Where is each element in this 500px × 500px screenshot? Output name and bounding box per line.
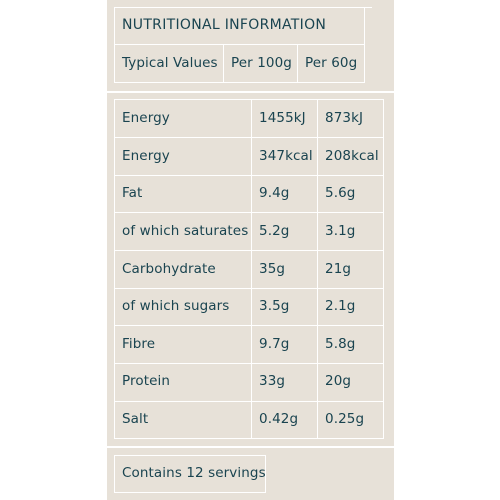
nutrient-label: Energy — [122, 110, 170, 126]
nutrient-label: Fat — [122, 185, 143, 201]
value-per-60g: 2.1g — [325, 298, 356, 314]
value-per-60g: 3.1g — [325, 223, 356, 239]
section-divider — [107, 446, 394, 448]
col-header-per-100g: Per 100g — [231, 55, 292, 71]
value-per-60g: 21g — [325, 261, 352, 277]
value-per-100g: 5.2g — [259, 223, 290, 239]
nutrient-label: of which saturates — [122, 223, 249, 239]
value-per-60g: 873kJ — [325, 110, 364, 126]
value-per-100g: 9.7g — [259, 336, 290, 352]
value-per-100g: 33g — [259, 373, 286, 389]
nutrient-label: Fibre — [122, 336, 156, 352]
value-per-100g: 0.42g — [259, 411, 299, 427]
value-per-60g: 20g — [325, 373, 352, 389]
value-per-60g: 5.8g — [325, 336, 356, 352]
value-per-100g: 9.4g — [259, 185, 290, 201]
value-per-100g: 347kcal — [259, 148, 313, 164]
value-per-60g: 0.25g — [325, 411, 365, 427]
value-per-100g: 1455kJ — [259, 110, 306, 126]
col-header-typical-values: Typical Values — [122, 55, 218, 71]
value-per-60g: 208kcal — [325, 148, 379, 164]
section-divider — [107, 91, 394, 93]
nutrition-panel: NUTRITIONAL INFORMATION Typical Values P… — [107, 0, 394, 500]
value-per-60g: 5.6g — [325, 185, 356, 201]
value-per-100g: 35g — [259, 261, 286, 277]
nutrient-label: Energy — [122, 148, 170, 164]
value-per-100g: 3.5g — [259, 298, 290, 314]
nutrient-label: Salt — [122, 411, 149, 427]
nutrient-label: Carbohydrate — [122, 261, 216, 277]
servings-text: Contains 12 servings — [122, 465, 266, 481]
col-header-per-60g: Per 60g — [305, 55, 358, 71]
table-title: NUTRITIONAL INFORMATION — [122, 17, 327, 33]
nutrient-label: Protein — [122, 373, 171, 389]
nutrient-label: of which sugars — [122, 298, 230, 314]
